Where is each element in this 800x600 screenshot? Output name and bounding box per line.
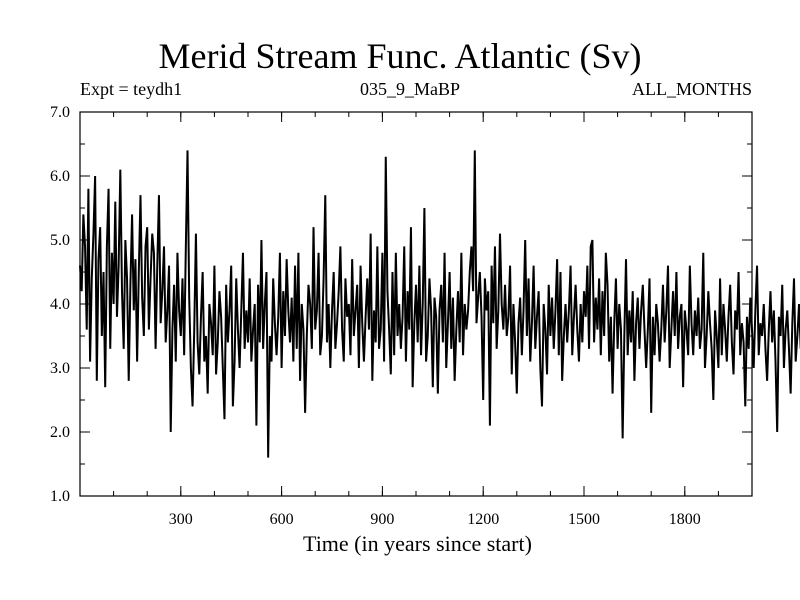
y-tick-label: 6.0: [50, 168, 70, 185]
y-tick-label: 1.0: [50, 488, 70, 505]
y-tick-label: 4.0: [50, 296, 70, 313]
y-tick-label: 5.0: [50, 232, 70, 249]
x-tick-label: 1500: [568, 511, 600, 528]
x-tick-label: 900: [370, 511, 394, 528]
period-label: 035_9_MaBP: [360, 79, 461, 99]
series-line-merid-stream-func: [79, 150, 800, 458]
months-label: ALL_MONTHS: [632, 79, 752, 99]
x-tick-label: 1800: [669, 511, 701, 528]
y-tick-label: 3.0: [50, 360, 70, 377]
y-tick-label: 7.0: [50, 104, 70, 121]
experiment-label: Expt = teydh1: [80, 79, 183, 99]
chart-title: Merid Stream Func. Atlantic (Sv): [158, 36, 642, 76]
x-tick-label: 1200: [467, 511, 499, 528]
tick-labels: 300 600 900 1200 1500 1800 1.0 2.0 3.0 4.0 5.0 6.0 7…: [50, 104, 701, 528]
x-tick-label: 600: [270, 511, 294, 528]
plot-frame: [79, 111, 753, 497]
y-tick-label: 2.0: [50, 424, 70, 441]
x-tick-label: 300: [169, 511, 193, 528]
x-axis-label: Time (in years since start): [303, 531, 532, 556]
axis-ticks: [80, 111, 752, 497]
